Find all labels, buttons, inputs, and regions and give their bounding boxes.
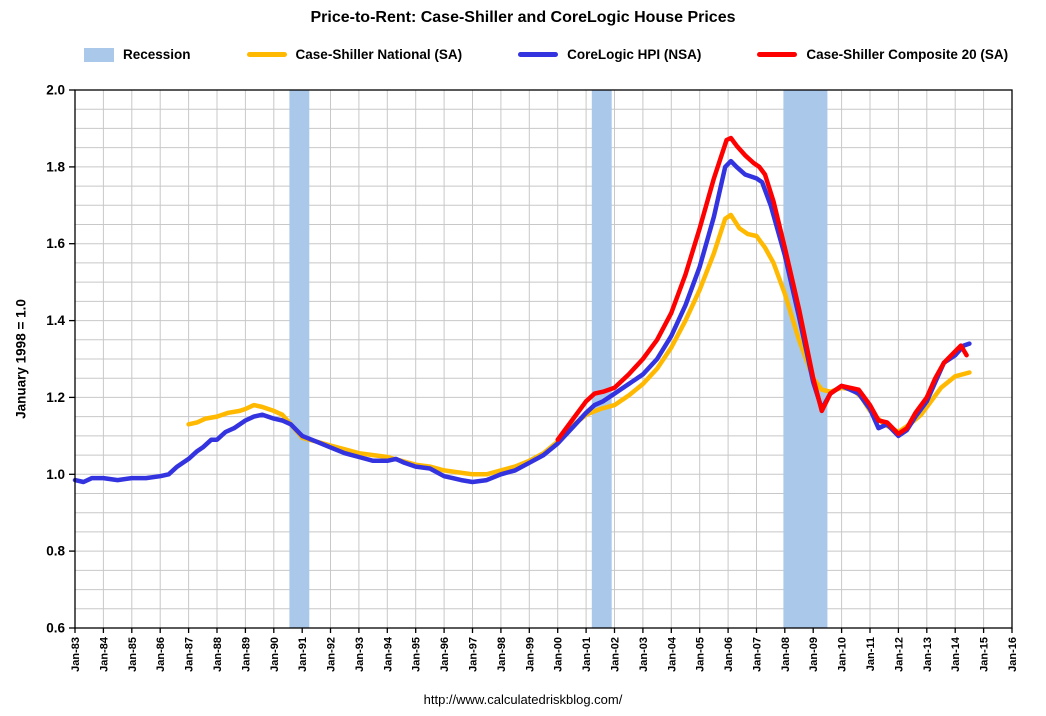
svg-text:Jan-87: Jan-87 — [184, 637, 196, 672]
gridlines-horizontal — [75, 108, 1012, 610]
legend-item-recession: Recession — [84, 47, 191, 62]
legend-item-composite20: Case-Shiller Composite 20 (SA) — [757, 47, 1008, 62]
svg-text:Jan-94: Jan-94 — [382, 636, 394, 672]
svg-text:Jan-14: Jan-14 — [950, 636, 962, 672]
svg-text:1.0: 1.0 — [46, 467, 65, 482]
svg-text:1.4: 1.4 — [46, 313, 65, 328]
svg-text:Jan-16: Jan-16 — [1007, 637, 1019, 672]
svg-text:Jan-15: Jan-15 — [979, 637, 991, 672]
cs-national-line-swatch — [246, 52, 287, 57]
legend-label-recession: Recession — [123, 47, 191, 62]
svg-text:Jan-02: Jan-02 — [610, 637, 622, 672]
footer-url: http://www.calculatedriskblog.com/ — [423, 692, 623, 707]
legend-item-corelogic: CoreLogic HPI (NSA) — [518, 47, 701, 62]
svg-text:Jan-12: Jan-12 — [893, 637, 905, 672]
svg-text:Jan-92: Jan-92 — [326, 637, 338, 672]
svg-text:1.6: 1.6 — [46, 236, 65, 251]
svg-text:Jan-00: Jan-00 — [553, 637, 565, 672]
svg-text:Jan-83: Jan-83 — [70, 637, 82, 672]
svg-text:Jan-01: Jan-01 — [581, 637, 593, 672]
svg-text:Jan-93: Jan-93 — [354, 637, 366, 672]
svg-text:Jan-88: Jan-88 — [212, 637, 224, 672]
svg-text:Jan-05: Jan-05 — [695, 637, 707, 672]
svg-text:Jan-04: Jan-04 — [666, 636, 678, 672]
legend: Recession Case-Shiller National (SA) Cor… — [84, 47, 1008, 62]
svg-text:0.8: 0.8 — [46, 544, 65, 559]
y-axis-title: January 1998 = 1.0 — [13, 299, 29, 419]
svg-text:Jan-85: Jan-85 — [127, 637, 139, 672]
svg-text:Jan-91: Jan-91 — [297, 637, 309, 672]
svg-text:Jan-06: Jan-06 — [723, 637, 735, 672]
svg-text:Jan-07: Jan-07 — [752, 637, 764, 672]
legend-label-cs-national: Case-Shiller National (SA) — [295, 47, 463, 62]
svg-text:Jan-08: Jan-08 — [780, 637, 792, 672]
legend-label-corelogic: CoreLogic HPI (NSA) — [567, 47, 702, 62]
chart-title: Price-to-Rent: Case-Shiller and CoreLogi… — [310, 9, 736, 26]
plot-border — [74, 89, 1013, 629]
svg-text:2.0: 2.0 — [46, 83, 65, 98]
svg-text:Jan-95: Jan-95 — [411, 637, 423, 672]
svg-text:Jan-86: Jan-86 — [155, 637, 167, 672]
x-axis-ticks: Jan-83 Jan-84 Jan-85 Jan-86 Jan-87 Jan-88 Jan-… — [70, 628, 1019, 672]
svg-text:Jan-84: Jan-84 — [98, 636, 110, 672]
legend-item-cs-national: Case-Shiller National (SA) — [246, 47, 463, 62]
svg-text:Jan-11: Jan-11 — [865, 637, 877, 671]
svg-text:Jan-13: Jan-13 — [922, 637, 934, 672]
svg-text:Jan-96: Jan-96 — [439, 637, 451, 672]
svg-text:Jan-98: Jan-98 — [496, 637, 508, 672]
gridlines-vertical — [102, 90, 985, 628]
series-line-1 — [72, 158, 972, 485]
y-axis-ticks: 0.6 0.8 1.0 1.2 1.4 1.6 1.8 2.0 — [46, 83, 75, 636]
corelogic-line-swatch — [518, 52, 559, 57]
svg-text:Jan-10: Jan-10 — [837, 637, 849, 672]
svg-text:0.6: 0.6 — [46, 621, 65, 636]
svg-text:Jan-89: Jan-89 — [240, 637, 252, 672]
svg-text:Jan-09: Jan-09 — [808, 637, 820, 672]
svg-text:Jan-90: Jan-90 — [269, 637, 281, 672]
composite20-line-swatch — [757, 52, 798, 57]
legend-label-composite20: Case-Shiller Composite 20 (SA) — [806, 47, 1009, 62]
svg-text:1.2: 1.2 — [46, 390, 65, 405]
svg-text:Jan-03: Jan-03 — [638, 637, 650, 672]
svg-text:Jan-99: Jan-99 — [524, 637, 536, 672]
series-line-2 — [555, 135, 969, 442]
svg-text:1.8: 1.8 — [46, 159, 65, 174]
recession-swatch — [84, 47, 114, 62]
svg-text:Jan-97: Jan-97 — [468, 637, 480, 672]
